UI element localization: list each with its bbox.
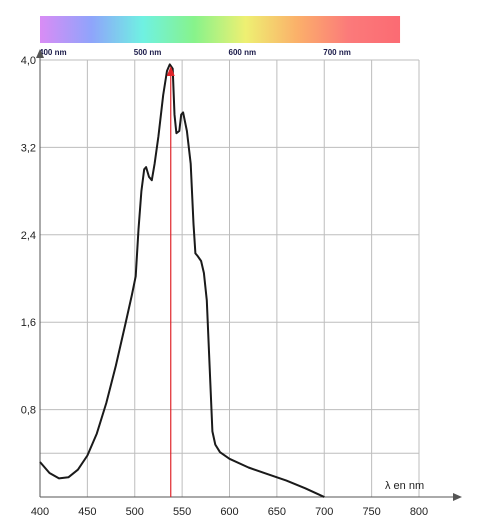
x-tick-label: 750 bbox=[362, 506, 380, 518]
x-tick-label: 800 bbox=[410, 506, 428, 518]
spectrum-band-label: 700 nm bbox=[323, 48, 351, 57]
x-axis-label: λ en nm bbox=[385, 480, 424, 492]
y-axis-arrow-icon bbox=[36, 49, 44, 58]
grid-lines bbox=[40, 59, 420, 497]
x-tick-label: 650 bbox=[268, 506, 286, 518]
x-tick-label: 700 bbox=[315, 506, 333, 518]
x-tick-label: 600 bbox=[220, 506, 238, 518]
y-tick-label: 2,4 bbox=[21, 230, 36, 242]
visible-spectrum-color-band bbox=[40, 16, 401, 43]
y-tick-label: 0,8 bbox=[21, 405, 36, 417]
emission-curve bbox=[39, 63, 325, 498]
y-tick-label: 3,2 bbox=[21, 142, 36, 154]
x-axis-arrow-icon bbox=[453, 493, 462, 501]
x-tick-label: 550 bbox=[173, 506, 191, 518]
y-tick-label: 4,0 bbox=[21, 55, 36, 67]
y-tick-label: 1,6 bbox=[21, 317, 36, 329]
x-tick-label: 500 bbox=[126, 506, 144, 518]
spectrum-band-label: 600 nm bbox=[229, 48, 257, 57]
x-tick-label: 450 bbox=[78, 506, 96, 518]
spectrum-band-label: 500 nm bbox=[134, 48, 162, 57]
peak-arrow-icon bbox=[166, 66, 175, 76]
x-tick-label: 400 bbox=[31, 506, 49, 518]
spectrum-band-label: 400 nm bbox=[39, 48, 67, 57]
